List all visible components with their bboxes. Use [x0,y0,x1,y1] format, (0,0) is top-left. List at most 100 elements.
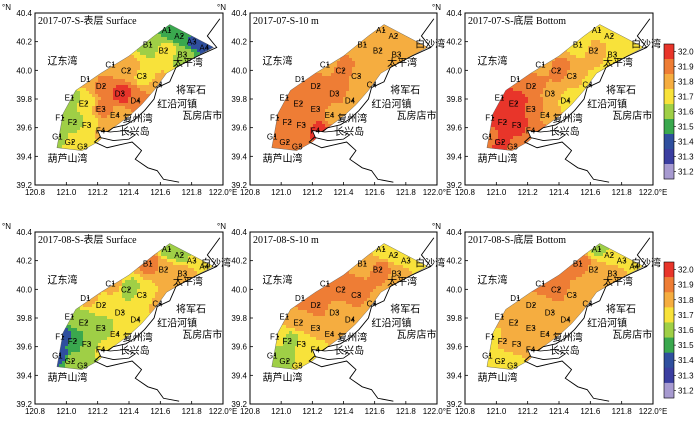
y-tick-label: 40.0 [16,66,32,75]
station-marker [504,121,507,123]
y-tick-label: 39.6 [16,124,32,133]
panel-title: 2017-08-S-10 m [253,235,319,246]
station-label-d4: D4 [345,315,356,324]
x-tick-label: 121.4 [119,407,140,416]
station-label-e3: E3 [526,324,536,333]
y-tick-label: 39.8 [446,95,462,104]
place-label: 长兴岛 [120,344,150,357]
station-marker [193,40,196,43]
station-marker [595,268,598,271]
station-marker [518,123,521,126]
station-label-b3: B3 [177,51,187,60]
station-label-e4: E4 [325,111,335,120]
station-label-d1: D1 [510,294,521,303]
station-marker [302,297,304,299]
colorbar-swatch [664,322,674,338]
station-marker [193,259,196,262]
station-label-e3: E3 [311,105,321,114]
station-label-a1: A1 [162,26,172,35]
station-label-e2: E2 [509,318,519,327]
station-label-d4: D4 [560,96,571,105]
station-label-f3: F3 [297,340,307,349]
panel-1: 120.8 121.0 121.2 121.4 121.6 121.8 122.0°E 39.… [2,3,237,197]
station-marker [181,35,184,37]
colorbar-swatch [664,89,674,105]
station-label-d4: D4 [560,315,571,324]
colorbar-swatch [664,74,674,90]
station-label-d2: D2 [96,82,107,91]
station-label-g3: G3 [292,361,303,370]
station-label-b3: B3 [607,270,617,279]
place-label: 瓦房店市 [396,328,436,341]
station-marker [103,85,105,87]
station-label-c3: C3 [351,291,362,300]
station-marker [501,96,504,99]
station-marker [351,318,354,321]
place-label: 将军石 [606,303,636,315]
station-marker [71,315,74,318]
station-marker [87,78,90,80]
x-tick-label: 121.4 [549,407,570,416]
place-label: 葫芦山湾 [478,152,518,165]
station-marker [121,311,124,314]
place-label: 白沙湾 [415,256,445,269]
y-tick-label: 40.4 [446,9,462,18]
station-marker [165,49,168,52]
x-tick-label: 121.0 [56,188,77,197]
station-label-e1: E1 [279,94,289,103]
station-label-c4: C4 [367,300,378,309]
station-label-d3: D3 [329,308,340,317]
x-tick-label: 120.8 [25,188,46,197]
station-marker [547,332,549,335]
panel-title: 2017-07-S-表层 Surface [38,14,137,27]
station-marker [128,288,130,291]
station-label-b1: B1 [143,41,153,50]
station-marker [303,342,306,345]
survey-domain-outline [486,243,645,370]
station-marker [542,282,545,285]
station-label-a4: A4 [199,43,209,52]
colorbar-tick-label: 31.3 [678,153,694,162]
place-label: 白沙湾 [415,37,445,50]
station-marker [380,268,382,271]
station-marker [395,35,398,37]
station-marker [611,35,614,37]
station-label-g1: G1 [482,132,493,141]
place-label: 复州湾 [553,112,583,125]
colorbar-swatch [664,149,674,165]
station-label-d3: D3 [115,308,126,317]
station-label-e1: E1 [495,94,505,103]
y-tick-label: 39.6 [446,343,462,352]
station-marker [298,364,301,367]
station-label-g1: G1 [482,351,493,360]
station-marker [533,348,535,351]
station-marker [383,248,385,251]
station-marker [298,145,301,148]
y-tick-label: 40.4 [16,9,32,18]
station-label-b3: B3 [392,270,402,279]
station-label-f3: F3 [297,121,307,130]
station-label-a2: A2 [388,32,398,41]
station-marker [551,311,554,314]
station-label-c1: C1 [105,280,116,289]
place-label: 辽东湾 [478,274,508,287]
station-marker [589,302,592,305]
station-label-a3: A3 [187,38,197,47]
y-tick-label: 39.4 [16,152,32,161]
station-marker [342,69,345,72]
station-marker [351,99,354,102]
station-label-a2: A2 [388,251,398,260]
y-tick-label: 40.2 [446,38,462,47]
station-label-c1: C1 [320,61,331,70]
place-label: 葫芦山湾 [48,152,88,165]
y-tick-label: 39.8 [231,314,247,323]
station-label-d2: D2 [526,82,537,91]
station-label-b3: B3 [392,51,402,60]
station-marker [112,63,115,66]
station-marker [150,43,152,46]
station-marker [85,102,88,105]
station-label-c4: C4 [582,300,593,309]
station-marker [317,304,320,306]
station-label-b3: B3 [177,270,187,279]
station-marker [518,342,521,345]
